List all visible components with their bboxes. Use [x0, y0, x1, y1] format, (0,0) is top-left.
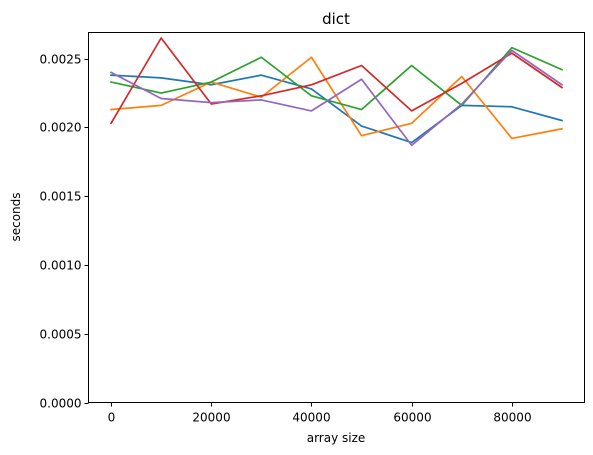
x-tick-label: 0 [108, 411, 116, 425]
x-axis-ticks: 0 20000 40000 60000 80000 [108, 402, 532, 425]
y-axis-ticks: 0.0000 0.0005 0.0010 0.0015 0.0020 0.0025 [40, 53, 89, 411]
x-tick-label: 40000 [292, 411, 330, 425]
x-tick-label: 80000 [493, 411, 531, 425]
y-tick-label: 0.0005 [40, 328, 82, 342]
y-tick-label: 0.0015 [40, 190, 82, 204]
series-line-2 [110, 56, 563, 140]
series-line-5 [109, 49, 564, 147]
y-tick-label: 0.0010 [40, 259, 82, 273]
plot-frame [88, 32, 585, 403]
chart-title: dict [322, 10, 350, 28]
x-axis-label: array size [307, 431, 366, 445]
y-tick-label: 0.0025 [40, 53, 82, 67]
x-tick-label: 20000 [192, 411, 230, 425]
x-tick-label: 60000 [393, 411, 431, 425]
y-axis-label: seconds [9, 192, 23, 241]
y-tick-label: 0.0020 [40, 121, 82, 135]
y-tick-label: 0.0000 [40, 397, 82, 411]
plot-series [109, 37, 564, 147]
series-line-1 [110, 74, 563, 144]
series-line-4 [109, 37, 564, 125]
